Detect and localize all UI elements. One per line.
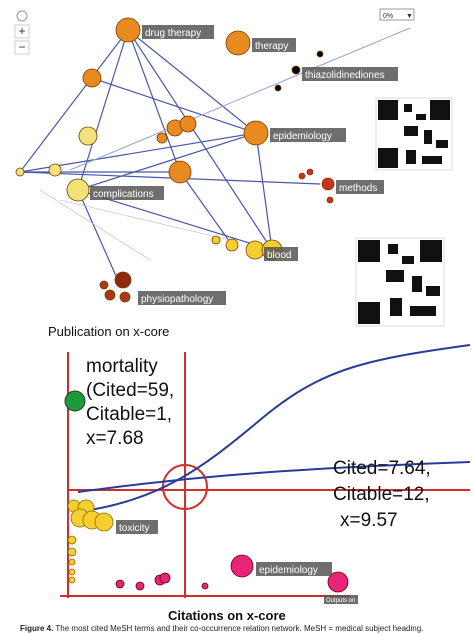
annotation-line: Citable=1, bbox=[86, 404, 172, 425]
annotation-line: mortality bbox=[86, 356, 158, 377]
zoom-out[interactable]: − bbox=[18, 40, 25, 54]
caption-number: Figure 4. bbox=[20, 624, 53, 633]
annotation-line: Citable=12, bbox=[333, 484, 430, 505]
scatter-panel: mortality (Cited=59, Citable=1, x=7.68 C… bbox=[60, 344, 471, 623]
node-label: blood bbox=[267, 250, 291, 261]
caption: Figure 4. The most cited MeSH terms and … bbox=[20, 624, 423, 633]
annotation-line: Cited=7.64, bbox=[333, 458, 431, 479]
axis-label: Publication on x-core bbox=[48, 324, 169, 339]
small-label: Outputs on bbox=[326, 598, 355, 604]
node-labels: drug therapy therapy thiazolidinediones … bbox=[90, 25, 398, 305]
nodes bbox=[67, 499, 114, 584]
nodes bbox=[15, 17, 335, 303]
edges bbox=[19, 27, 411, 286]
dropdown-arrow: ▼ bbox=[406, 13, 413, 20]
nodes bbox=[115, 554, 349, 593]
node-label: therapy bbox=[255, 41, 288, 52]
qr-code bbox=[355, 237, 445, 327]
dropdown-value[interactable]: 0% bbox=[383, 13, 393, 20]
annotation-line: x=9.57 bbox=[340, 510, 398, 531]
node-label: thiazolidinediones bbox=[305, 70, 385, 81]
qr-code bbox=[375, 97, 453, 171]
node-label: methods bbox=[339, 183, 377, 194]
network-panel: + − 0% ▼ bbox=[14, 8, 453, 339]
annotation: mortality (Cited=59, Citable=1, x=7.68 C… bbox=[86, 356, 431, 531]
zoom-controls[interactable]: + − bbox=[14, 10, 30, 55]
node-label: drug therapy bbox=[145, 28, 201, 39]
node-label: physiopathology bbox=[141, 294, 213, 305]
annotation-line: x=7.68 bbox=[86, 428, 144, 449]
axis-label: Citations on x-core bbox=[168, 608, 286, 623]
node-label: epidemiology bbox=[259, 565, 318, 576]
trend-lines bbox=[77, 344, 471, 513]
node-label: epidemiology bbox=[273, 131, 332, 142]
zoom-in[interactable]: + bbox=[18, 24, 25, 38]
dropdown[interactable] bbox=[379, 8, 415, 21]
node-label: toxicity bbox=[119, 523, 150, 534]
annotation-line: (Cited=59, bbox=[86, 380, 174, 401]
node bbox=[64, 390, 86, 412]
node-label: complications bbox=[93, 189, 154, 200]
caption-text: The most cited MeSH terms and their co-o… bbox=[55, 624, 423, 633]
